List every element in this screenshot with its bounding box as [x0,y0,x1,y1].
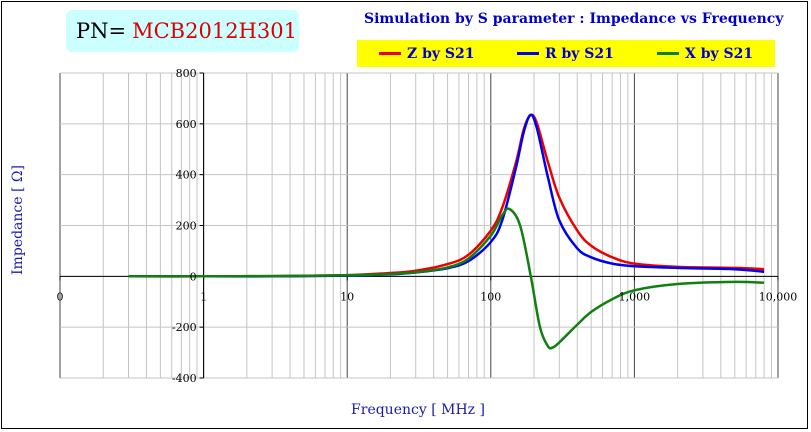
x-tick-label: 100 [480,290,501,303]
legend-swatch-z [379,52,401,55]
y-tick-label: -200 [172,321,197,334]
x-tick-label: 0 [57,290,64,303]
y-tick-label: 600 [176,118,197,131]
grid-layer [59,72,779,379]
y-tick-label: 200 [176,220,197,233]
y-axis-title: Impedance [ Ω] [10,165,26,275]
part-number-label: PN= [76,19,127,43]
legend-swatch-r [517,52,539,55]
y-tick-label: -400 [172,372,197,385]
chart-title: Simulation by S parameter : Impedance vs… [364,11,784,27]
x-tick-label: 10 [340,290,354,303]
legend-label-z: Z by S21 [407,45,475,62]
legend-swatch-x [657,52,679,55]
legend-item-r: R by S21 [517,40,614,67]
legend-label-r: R by S21 [545,45,614,62]
series-layer [128,113,765,350]
part-number-value: MCB2012H301 [132,19,297,43]
legend-item-z: Z by S21 [379,40,474,67]
legend-label-x: X by S21 [685,45,754,62]
legend-item-x: X by S21 [657,40,753,67]
legend: Z by S21 R by S21 X by S21 [357,40,775,67]
part-number-box: PN= MCB2012H301 [66,10,299,52]
y-tick-label: 400 [176,169,197,182]
x-tick-label: 10,000 [759,290,798,303]
x-tick-label: 1,000 [619,290,651,303]
series-line-x [128,207,765,350]
x-tick-label: 1 [200,290,207,303]
x-axis-title: Frequency [ MHz ] [351,402,485,418]
y-tick-label: 800 [176,67,197,80]
y-tick-label: 0 [190,270,197,283]
